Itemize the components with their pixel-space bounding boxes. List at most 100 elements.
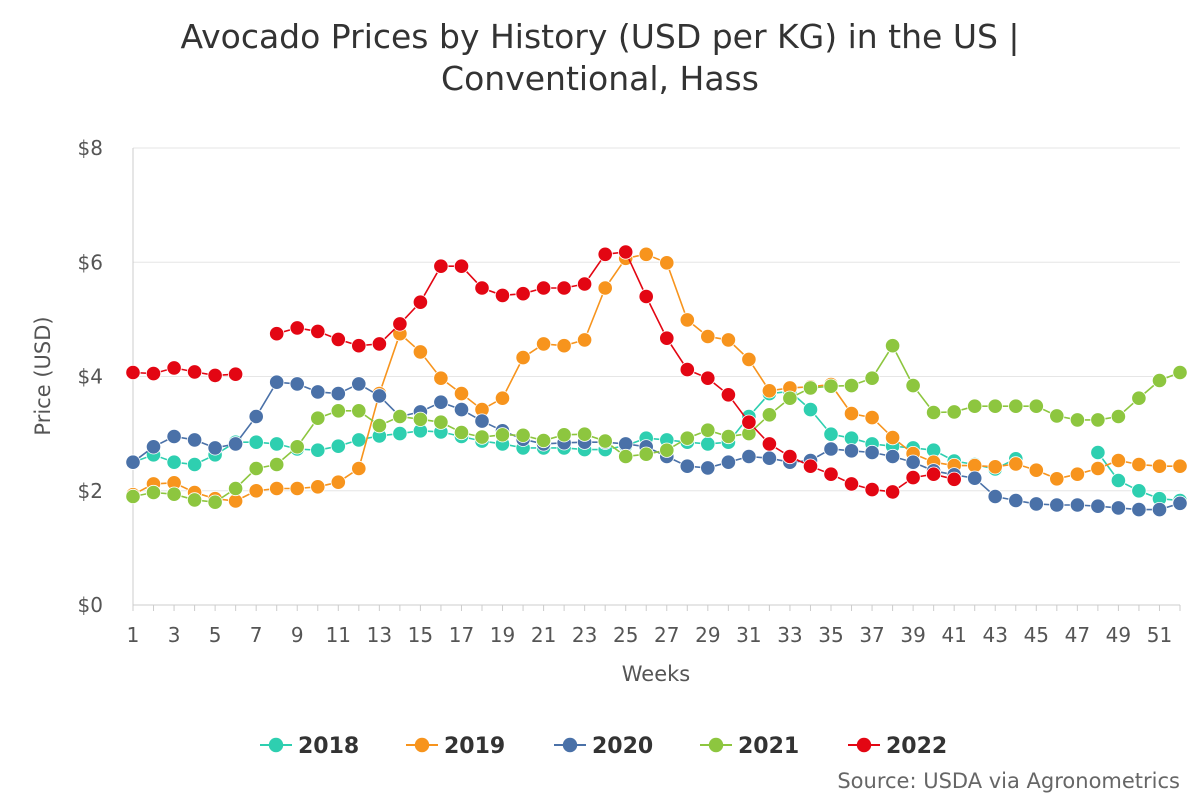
data-point-2019[interactable]	[351, 460, 367, 477]
data-point-2022[interactable]	[330, 331, 346, 347]
data-point-2022[interactable]	[741, 414, 757, 430]
data-point-2020[interactable]	[453, 401, 470, 418]
data-point-2022[interactable]	[659, 330, 675, 346]
data-point-2019[interactable]	[864, 409, 880, 426]
data-point-2020[interactable]	[166, 428, 182, 445]
data-point-2020[interactable]	[741, 448, 757, 465]
data-point-2020[interactable]	[679, 458, 695, 474]
data-point-2021[interactable]	[535, 432, 552, 449]
data-point-2020[interactable]	[1151, 501, 1168, 518]
data-point-2021[interactable]	[125, 488, 141, 505]
data-point-2022[interactable]	[187, 364, 203, 380]
data-point-2019[interactable]	[289, 480, 305, 497]
data-point-2020[interactable]	[1172, 495, 1188, 511]
data-point-2021[interactable]	[1131, 390, 1147, 406]
data-point-2020[interactable]	[145, 439, 162, 455]
data-point-2018[interactable]	[392, 425, 408, 442]
data-point-2021[interactable]	[659, 442, 675, 458]
data-point-2019[interactable]	[1151, 458, 1168, 474]
data-point-2022[interactable]	[597, 246, 613, 262]
data-point-2022[interactable]	[802, 458, 819, 474]
data-point-2019[interactable]	[453, 385, 470, 402]
data-point-2021[interactable]	[1110, 408, 1127, 425]
data-point-2019[interactable]	[1028, 462, 1044, 478]
data-point-2022[interactable]	[556, 280, 572, 296]
data-point-2022[interactable]	[720, 387, 737, 403]
data-point-2021[interactable]	[351, 403, 367, 419]
data-point-2019[interactable]	[597, 280, 613, 296]
data-point-2020[interactable]	[700, 460, 716, 476]
data-point-2020[interactable]	[761, 450, 778, 466]
data-point-2022[interactable]	[782, 448, 798, 465]
data-point-2019[interactable]	[1090, 460, 1106, 477]
data-point-2019[interactable]	[576, 332, 593, 348]
data-point-2021[interactable]	[228, 480, 244, 497]
data-point-2018[interactable]	[802, 401, 819, 418]
data-point-2021[interactable]	[987, 398, 1003, 414]
data-point-2022[interactable]	[843, 476, 860, 492]
data-point-2020[interactable]	[125, 454, 141, 470]
data-point-2022[interactable]	[412, 294, 428, 310]
data-point-2020[interactable]	[330, 385, 346, 402]
data-point-2020[interactable]	[864, 444, 880, 461]
legend-item-2020[interactable]: 2020	[554, 734, 653, 759]
data-point-2022[interactable]	[351, 338, 367, 354]
data-point-2022[interactable]	[761, 436, 778, 452]
data-point-2021[interactable]	[494, 427, 511, 443]
data-point-2018[interactable]	[823, 426, 839, 442]
data-point-2021[interactable]	[946, 404, 962, 420]
data-point-2022[interactable]	[515, 286, 531, 302]
data-point-2022[interactable]	[228, 366, 244, 382]
data-point-2022[interactable]	[535, 280, 552, 296]
data-point-2021[interactable]	[1090, 412, 1106, 428]
data-point-2022[interactable]	[125, 364, 141, 381]
data-point-2020[interactable]	[987, 488, 1003, 505]
data-point-2022[interactable]	[453, 258, 470, 274]
data-point-2019[interactable]	[515, 349, 531, 366]
data-point-2021[interactable]	[1028, 398, 1044, 414]
data-point-2020[interactable]	[187, 432, 203, 448]
data-point-2019[interactable]	[556, 338, 572, 354]
data-point-2021[interactable]	[166, 486, 182, 502]
data-point-2020[interactable]	[228, 436, 244, 452]
data-point-2022[interactable]	[576, 276, 593, 292]
data-point-2019[interactable]	[535, 336, 552, 352]
data-point-2021[interactable]	[700, 422, 716, 438]
data-point-2019[interactable]	[433, 370, 449, 386]
data-point-2020[interactable]	[269, 374, 285, 390]
data-point-2021[interactable]	[433, 414, 449, 430]
data-point-2020[interactable]	[207, 440, 223, 456]
data-point-2020[interactable]	[720, 454, 737, 470]
data-point-2021[interactable]	[720, 428, 737, 445]
data-point-2019[interactable]	[310, 479, 326, 495]
data-point-2019[interactable]	[1049, 471, 1065, 487]
data-point-2018[interactable]	[269, 436, 285, 452]
data-point-2022[interactable]	[392, 316, 408, 332]
data-point-2018[interactable]	[700, 436, 716, 452]
data-point-2018[interactable]	[1090, 444, 1106, 461]
data-point-2021[interactable]	[412, 411, 428, 427]
data-point-2019[interactable]	[884, 429, 901, 446]
data-point-2022[interactable]	[166, 360, 182, 376]
data-point-2019[interactable]	[741, 351, 757, 367]
data-point-2019[interactable]	[412, 344, 428, 360]
data-point-2021[interactable]	[638, 446, 654, 462]
data-point-2020[interactable]	[351, 376, 367, 392]
data-point-2021[interactable]	[843, 377, 860, 394]
data-point-2019[interactable]	[843, 405, 860, 422]
data-point-2021[interactable]	[515, 427, 531, 443]
data-point-2018[interactable]	[1131, 483, 1147, 499]
data-point-2019[interactable]	[1008, 456, 1024, 472]
data-point-2022[interactable]	[207, 367, 223, 383]
data-point-2020[interactable]	[1110, 500, 1127, 516]
data-point-2018[interactable]	[351, 432, 367, 448]
data-point-2021[interactable]	[864, 370, 880, 386]
legend-item-2021[interactable]: 2021	[700, 734, 799, 759]
data-point-2022[interactable]	[494, 287, 511, 303]
data-point-2021[interactable]	[248, 460, 264, 477]
legend-item-2019[interactable]: 2019	[406, 734, 505, 759]
data-point-2022[interactable]	[946, 471, 962, 487]
data-point-2022[interactable]	[925, 466, 942, 482]
data-point-2021[interactable]	[576, 426, 593, 442]
data-point-2019[interactable]	[761, 383, 778, 399]
